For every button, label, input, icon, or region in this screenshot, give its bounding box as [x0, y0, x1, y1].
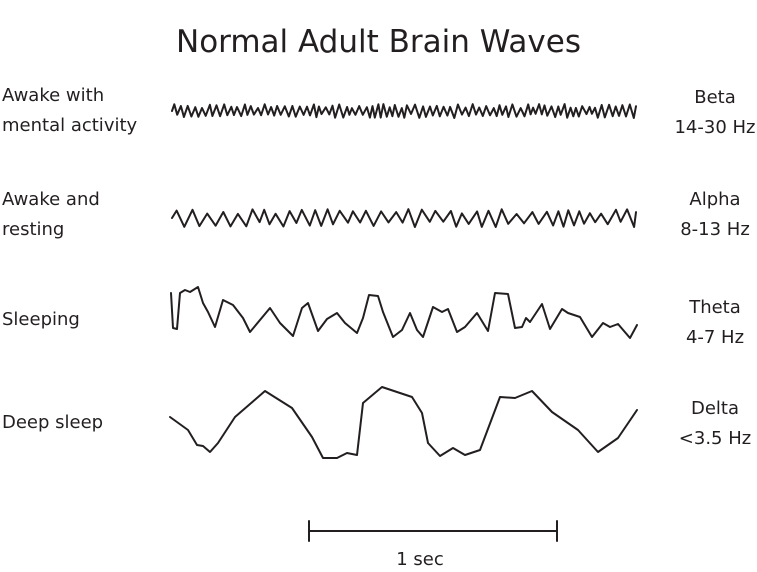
beta-state-label: Awake with mental activity — [2, 81, 137, 141]
beta-state-line-1: Awake with — [2, 85, 105, 106]
delta-label: Delta <3.5 Hz — [670, 394, 757, 454]
scale-bar — [308, 520, 558, 542]
beta-wave — [171, 103, 637, 119]
alpha-wave — [171, 208, 637, 228]
theta-range: 4-7 Hz — [685, 327, 745, 348]
theta-state-line-1: Sleeping — [2, 309, 80, 330]
theta-wave-name: Theta — [689, 297, 741, 318]
delta-state-line-1: Deep sleep — [2, 412, 104, 433]
theta-state-label: Sleeping — [2, 305, 80, 335]
beta-label: Beta 14-30 Hz — [670, 83, 757, 143]
alpha-state-line-1: Awake and — [2, 189, 100, 210]
alpha-state-label: Awake and resting — [2, 185, 100, 245]
theta-wave — [170, 286, 638, 339]
delta-range: <3.5 Hz — [678, 428, 752, 449]
diagram-title: Normal Adult Brain Waves — [176, 24, 581, 60]
beta-range: 14-30 Hz — [674, 117, 756, 138]
delta-wave-name: Delta — [690, 398, 740, 419]
theta-label: Theta 4-7 Hz — [670, 293, 757, 353]
alpha-range: 8-13 Hz — [680, 219, 750, 240]
delta-state-label: Deep sleep — [2, 408, 103, 438]
delta-wave — [169, 386, 638, 459]
alpha-label: Alpha 8-13 Hz — [670, 185, 757, 245]
beta-state-line-2: mental activity — [2, 115, 138, 136]
scale-bar-label: 1 sec — [396, 549, 444, 570]
alpha-state-line-2: resting — [2, 219, 65, 240]
alpha-wave-name: Alpha — [689, 189, 741, 210]
beta-wave-name: Beta — [694, 87, 736, 108]
